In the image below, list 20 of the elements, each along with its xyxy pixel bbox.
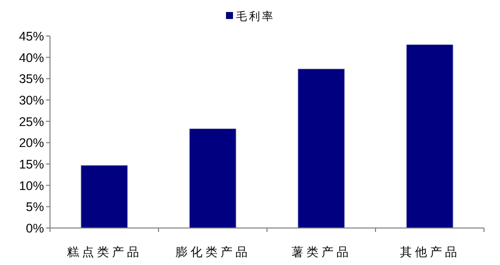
y-tick-label: 40%	[18, 50, 44, 65]
x-tick-label: 其他产品	[400, 245, 460, 259]
y-tick-label: 20%	[18, 136, 44, 150]
y-tick-label: 15%	[18, 158, 44, 172]
y-tick-label: 10%	[18, 178, 44, 193]
bar	[80, 165, 128, 228]
y-tick-label: 45%	[18, 30, 44, 44]
bar	[406, 44, 454, 228]
y-tick-label: 25%	[18, 114, 44, 129]
bar	[298, 68, 345, 228]
y-tick-label: 0%	[26, 222, 44, 236]
bar	[189, 128, 236, 228]
legend-label: 毛利率	[236, 10, 275, 23]
y-tick-label: 30%	[18, 94, 44, 108]
x-tick-label: 膨化类产品	[175, 245, 250, 259]
y-tick-label: 35%	[18, 72, 44, 86]
x-tick-label: 糕点类产品	[66, 245, 142, 259]
legend: 毛利率	[226, 11, 275, 23]
x-tick-label: 薯类产品	[291, 245, 352, 259]
y-tick-label: 5%	[26, 200, 44, 214]
